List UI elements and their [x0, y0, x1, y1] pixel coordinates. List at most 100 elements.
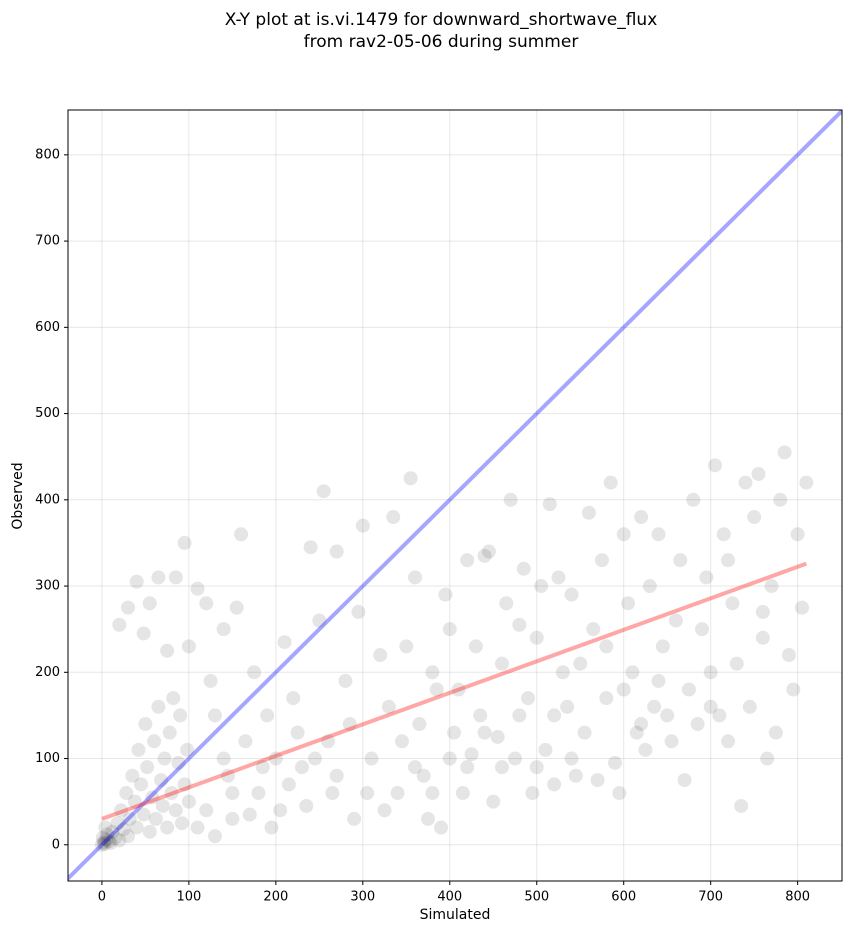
- point: [490, 729, 505, 744]
- point: [673, 553, 688, 568]
- point: [134, 777, 149, 792]
- point: [668, 613, 683, 628]
- point: [503, 492, 518, 507]
- point: [281, 777, 296, 792]
- y-tick-label: 100: [35, 751, 60, 766]
- point: [168, 570, 183, 585]
- point: [173, 708, 188, 723]
- point: [386, 510, 401, 525]
- point: [547, 708, 562, 723]
- point: [160, 820, 175, 835]
- point: [390, 786, 405, 801]
- point: [716, 527, 731, 542]
- point: [568, 768, 583, 783]
- point: [477, 725, 492, 740]
- point: [216, 751, 231, 766]
- point: [599, 691, 614, 706]
- point: [603, 475, 618, 490]
- point: [529, 630, 544, 645]
- point: [160, 643, 175, 658]
- point: [686, 492, 701, 507]
- point: [355, 518, 370, 533]
- point: [98, 820, 113, 835]
- point: [138, 717, 153, 732]
- point: [373, 648, 388, 663]
- point: [268, 751, 283, 766]
- point: [95, 830, 110, 845]
- point: [122, 811, 137, 826]
- point: [712, 708, 727, 723]
- point: [286, 691, 301, 706]
- point: [142, 824, 157, 839]
- plot-frame: [67, 109, 843, 882]
- point: [203, 673, 218, 688]
- point: [225, 786, 240, 801]
- point: [451, 682, 466, 697]
- point: [290, 725, 305, 740]
- point: [512, 617, 527, 632]
- point: [97, 836, 112, 851]
- point: [608, 755, 623, 770]
- point: [307, 751, 322, 766]
- x-tick-label: 500: [524, 890, 549, 905]
- point: [312, 613, 327, 628]
- point: [112, 617, 127, 632]
- point: [494, 760, 509, 775]
- point: [516, 561, 531, 576]
- point: [180, 742, 195, 757]
- point: [199, 803, 214, 818]
- point: [103, 836, 118, 851]
- point: [664, 734, 679, 749]
- point: [494, 656, 509, 671]
- fit-line: [101, 561, 808, 821]
- point: [742, 699, 757, 714]
- point: [399, 639, 414, 654]
- point: [747, 510, 762, 525]
- point: [166, 691, 181, 706]
- point: [321, 734, 336, 749]
- y-tick-label: 0: [52, 837, 60, 852]
- point: [157, 751, 172, 766]
- point: [181, 794, 196, 809]
- point: [168, 803, 183, 818]
- point: [442, 751, 457, 766]
- point: [94, 837, 109, 852]
- point: [690, 717, 705, 732]
- point: [277, 635, 292, 650]
- point: [547, 777, 562, 792]
- point: [790, 527, 805, 542]
- point: [655, 639, 670, 654]
- point: [799, 475, 814, 490]
- point: [586, 622, 601, 637]
- point: [777, 445, 792, 460]
- point: [660, 708, 675, 723]
- point: [499, 596, 514, 611]
- point: [140, 760, 155, 775]
- point: [238, 734, 253, 749]
- point: [455, 786, 470, 801]
- point: [473, 708, 488, 723]
- point: [190, 820, 205, 835]
- point: [651, 673, 666, 688]
- point: [303, 540, 318, 555]
- point: [247, 665, 262, 680]
- chart-title: from rav2-05-06 during summer: [304, 32, 579, 52]
- point: [364, 751, 379, 766]
- point: [477, 548, 492, 563]
- point: [755, 604, 770, 619]
- point: [751, 466, 766, 481]
- point: [699, 570, 714, 585]
- point: [112, 833, 127, 848]
- x-tick-label: 100: [176, 890, 201, 905]
- point: [773, 492, 788, 507]
- point: [229, 600, 244, 615]
- point: [486, 794, 501, 809]
- point: [638, 742, 653, 757]
- point: [429, 682, 444, 697]
- point: [708, 458, 723, 473]
- point: [794, 600, 809, 615]
- point: [181, 639, 196, 654]
- point: [416, 768, 431, 783]
- point: [174, 816, 189, 831]
- point: [299, 798, 314, 813]
